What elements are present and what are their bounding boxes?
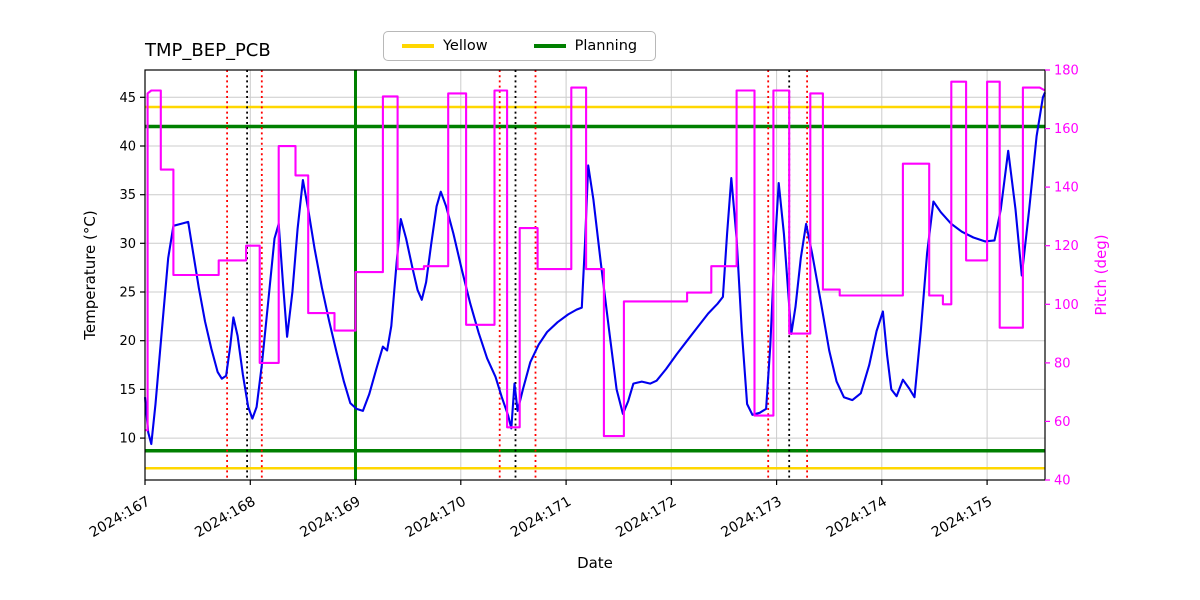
- right-tick-label: 80: [1054, 356, 1071, 371]
- left-tick-label: 10: [119, 432, 136, 447]
- legend-line-yellow: [402, 44, 434, 48]
- right-tick-label: 60: [1054, 415, 1071, 430]
- left-tick-label: 30: [119, 237, 136, 252]
- legend: Yellow Planning: [383, 31, 657, 61]
- legend-item-yellow: Yellow: [402, 38, 488, 54]
- left-tick-label: 40: [119, 140, 136, 155]
- plot-frame: [144, 69, 1046, 481]
- right-tick-label: 100: [1054, 298, 1079, 313]
- bottom-tick-label: 2024:173: [719, 494, 785, 541]
- right-tick-label: 120: [1054, 239, 1079, 254]
- right-tick-label: 180: [1054, 64, 1079, 79]
- legend-item-planning: Planning: [533, 38, 638, 54]
- bottom-tick-label: 2024:169: [297, 494, 363, 541]
- right-tick-label: 140: [1054, 181, 1079, 196]
- bottom-tick-label: 2024:172: [613, 494, 679, 541]
- bottom-tick-label: 2024:167: [87, 494, 153, 541]
- legend-label-planning: Planning: [574, 38, 638, 54]
- bottom-tick-label: 2024:174: [824, 494, 890, 541]
- y-axis-label-right: Pitch (deg): [1092, 234, 1110, 315]
- left-tick-label: 15: [119, 383, 136, 398]
- right-tick-label: 160: [1054, 122, 1079, 137]
- x-axis-label: Date: [577, 554, 613, 572]
- legend-label-yellow: Yellow: [443, 38, 488, 54]
- bottom-tick-label: 2024:168: [192, 494, 258, 541]
- left-tick-label: 35: [119, 188, 136, 203]
- left-tick-label: 20: [119, 334, 136, 349]
- left-tick-label: 25: [119, 286, 136, 301]
- pitch-series-line: [145, 80, 1046, 438]
- bottom-tick-label: 2024:171: [508, 494, 574, 541]
- left-tick-label: 45: [119, 91, 136, 106]
- bottom-tick-label: 2024:170: [403, 494, 469, 541]
- right-tick-label: 40: [1054, 474, 1071, 489]
- temperature-series-line: [143, 91, 1046, 446]
- chart-title: TMP_BEP_PCB: [144, 40, 271, 61]
- legend-line-planning: [533, 44, 566, 48]
- y-axis-label-left: Temperature (°C): [81, 210, 99, 340]
- bottom-tick-label: 2024:175: [929, 494, 995, 541]
